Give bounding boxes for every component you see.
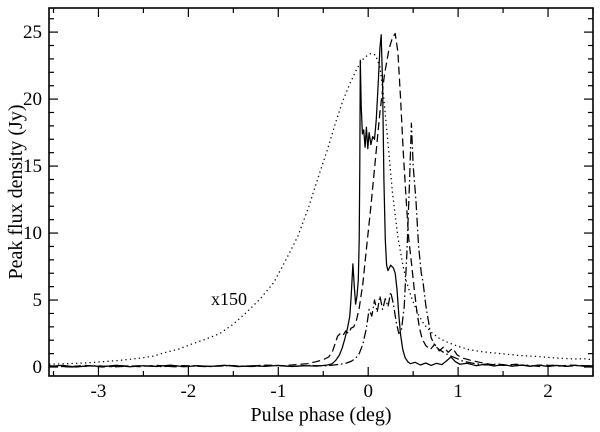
x-tick-label: 0 [363,381,373,402]
curve-profile-solid [48,34,594,368]
x-tick-label: 1 [453,381,463,402]
y-tick-label: 25 [23,22,42,43]
curve-profile-dashdot [48,122,594,368]
curve-profile-dashed [48,32,594,368]
y-tick-label: 5 [33,290,43,311]
plot-frame [48,7,594,377]
x-tick-label: -2 [180,381,196,402]
x-tick-label: -3 [91,381,107,402]
x-tick-label: 2 [543,381,553,402]
axes-layer [48,7,594,377]
x-tick-label: -1 [270,381,286,402]
y-tick-label: 10 [23,223,42,244]
y-tick-label: 20 [23,89,42,110]
y-tick-label: 15 [23,156,42,177]
x-axis-title: Pulse phase (deg) [250,404,391,426]
curves-layer [48,32,594,368]
y-tick-label: 0 [33,357,43,378]
curve-average-profile-x150 [48,52,594,365]
y-axis-title: Peak flux density (Jy) [5,105,27,280]
scale-annotation: x150 [211,289,247,309]
